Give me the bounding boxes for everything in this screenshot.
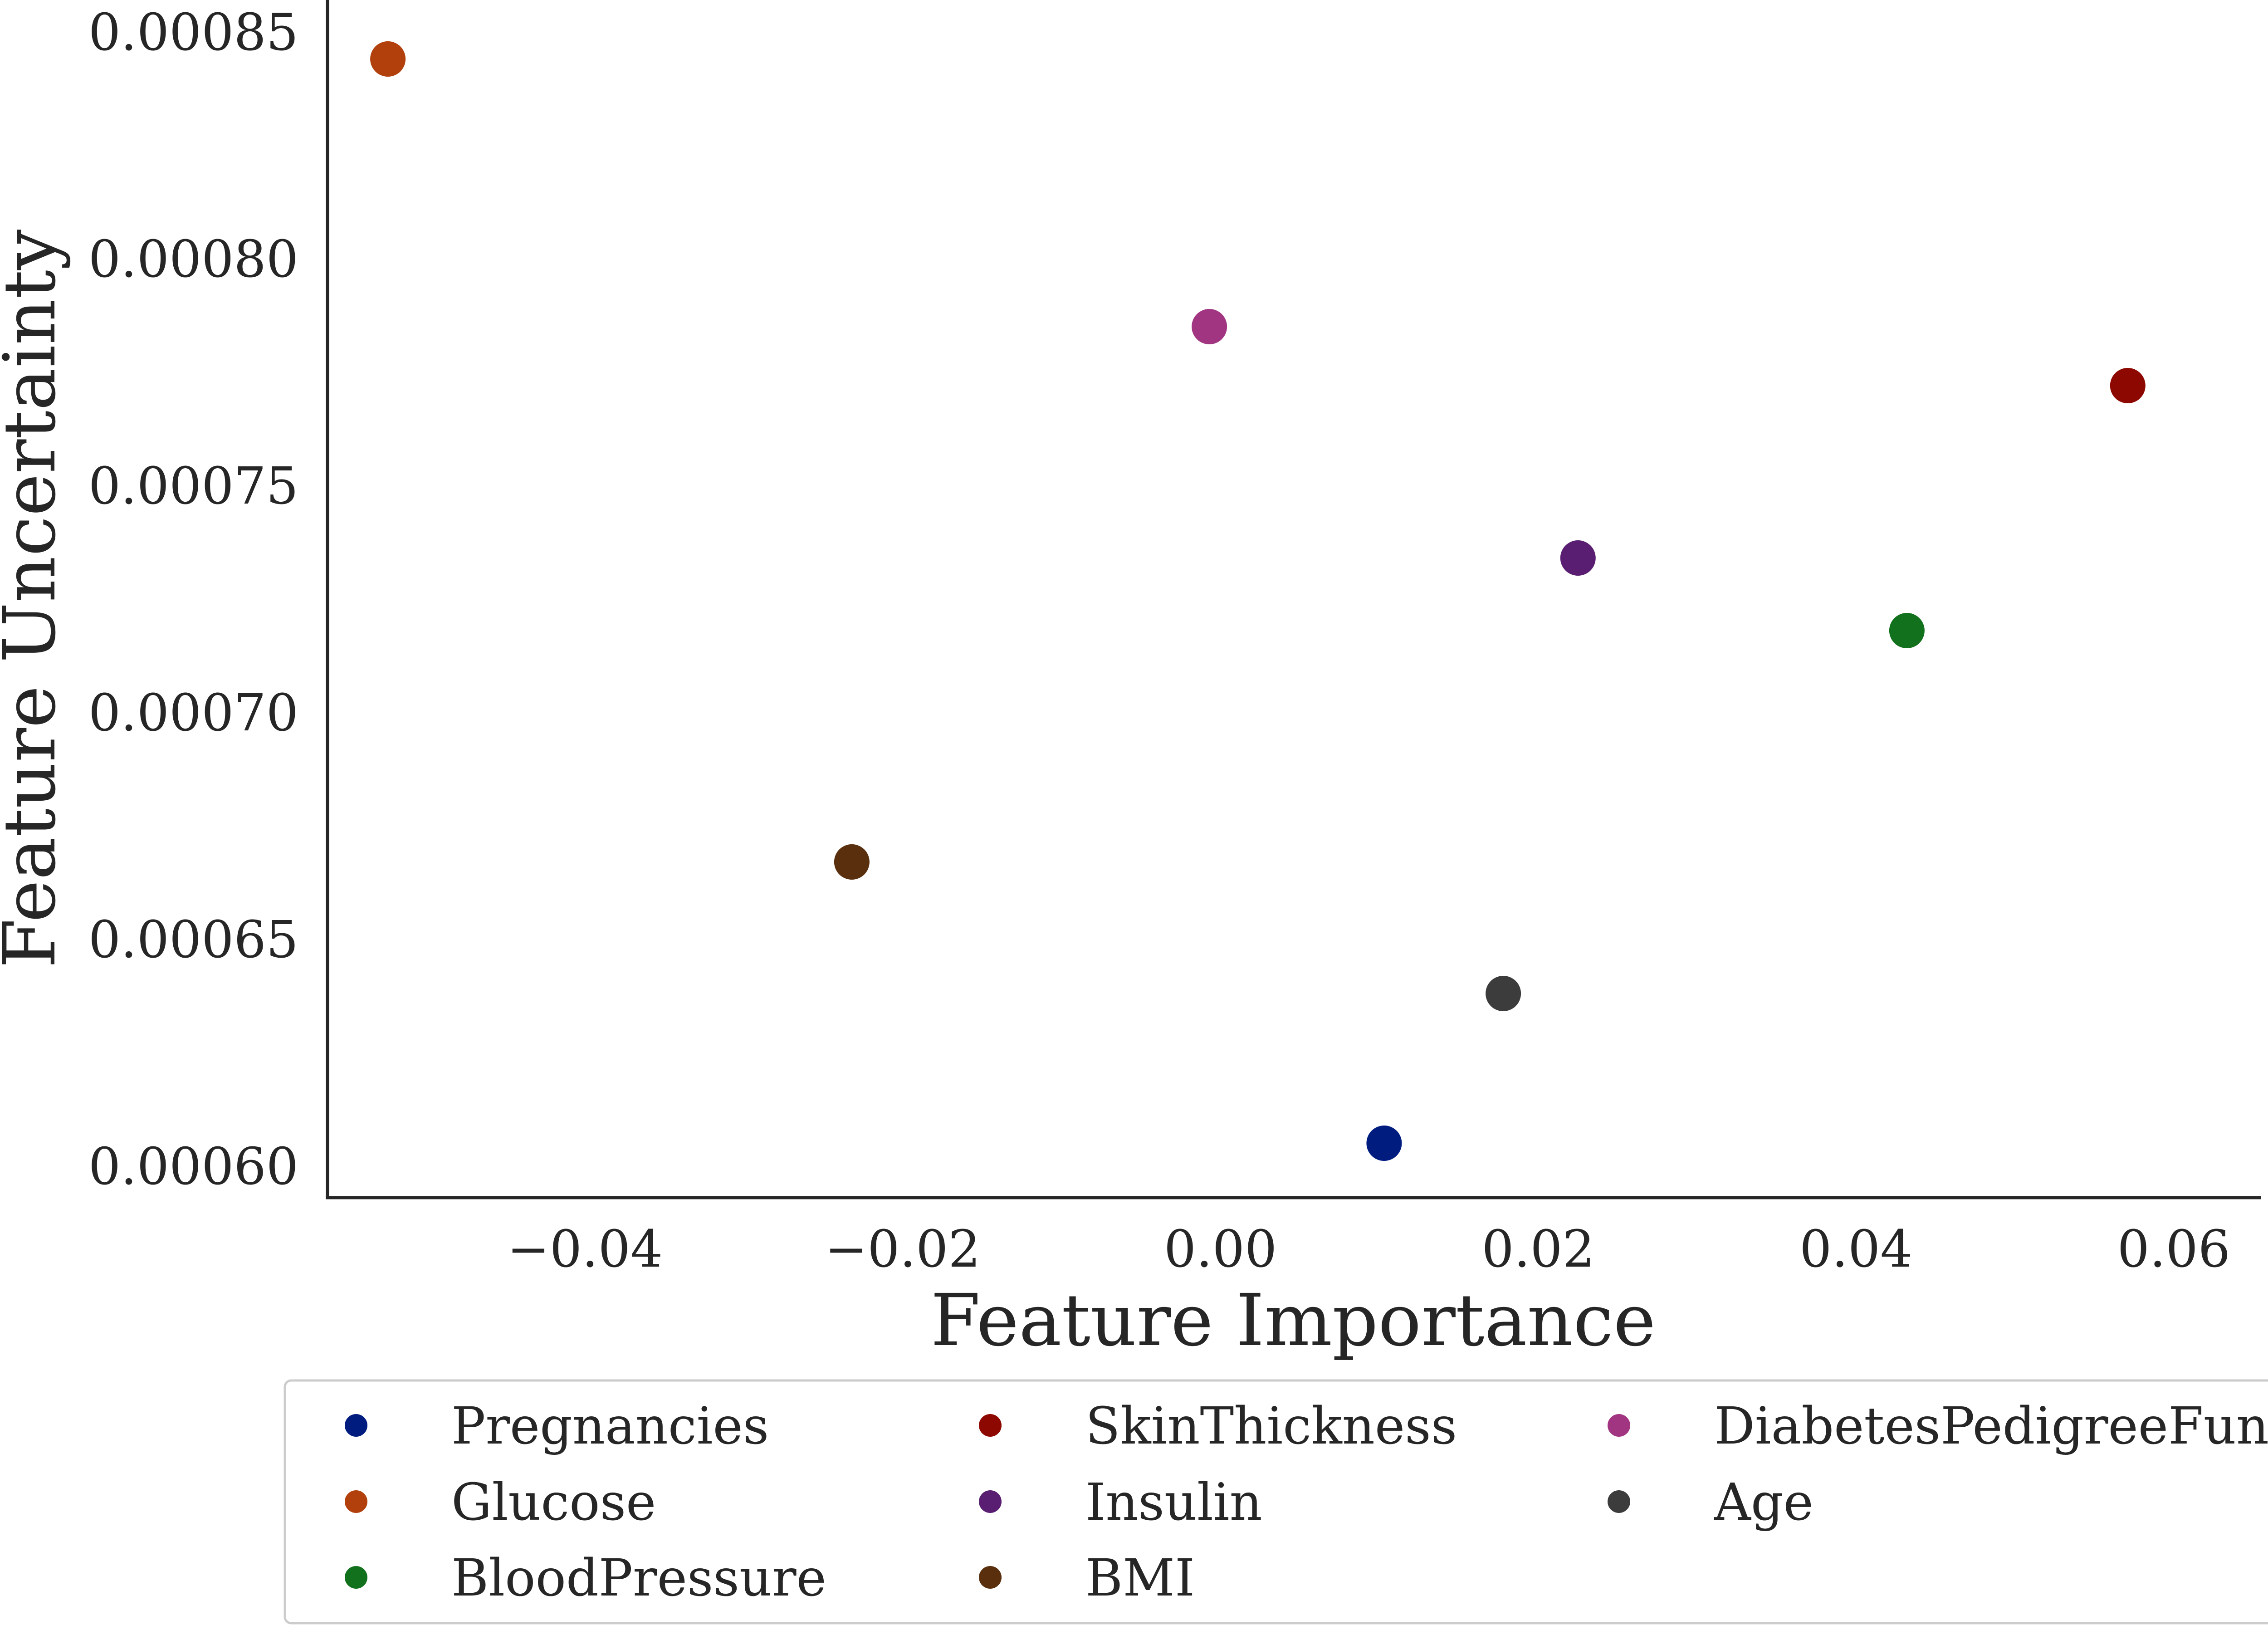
y-tick-label: 0.00080 (88, 230, 298, 289)
legend-marker-insulin (979, 1490, 1002, 1513)
x-tick-label: 0.00 (1164, 1220, 1277, 1279)
legend-label-bmi: BMI (1085, 1549, 1195, 1608)
legend-marker-diabetespedigreefunc (1608, 1414, 1630, 1437)
legend-marker-bmi (979, 1566, 1002, 1589)
scatter-chart: −0.04 −0.02 0.00 0.02 0.04 0.06 0.00060 0.0006… (0, 0, 2268, 1625)
data-point-pregnancies (1365, 1125, 1403, 1162)
data-point-age (1485, 975, 1522, 1012)
data-point-diabetespedigreefunc (1191, 308, 1228, 345)
data-point-bloodpressure (1888, 612, 1926, 649)
legend-marker-pregnancies (345, 1414, 367, 1437)
data-point-glucose (369, 40, 406, 78)
legend-label-age: Age (1714, 1473, 1813, 1532)
data-point-bmi (833, 843, 870, 881)
y-axis-title: Feature Uncertainty (0, 230, 72, 968)
legend-label-bloodpressure: BloodPressure (451, 1549, 826, 1608)
x-tick-label: −0.02 (825, 1220, 980, 1279)
legend-label-skinthickness: SkinThickness (1085, 1397, 1457, 1456)
data-point-insulin (1559, 539, 1597, 577)
y-tick-label: 0.00065 (88, 910, 298, 969)
y-tick-label: 0.00070 (88, 684, 298, 743)
y-tick-label: 0.00075 (88, 457, 298, 516)
x-axis-title: Feature Importance (931, 1279, 1656, 1362)
legend-label-pregnancies: Pregnancies (451, 1397, 769, 1456)
legend-marker-bloodpressure (345, 1566, 367, 1589)
legend-marker-skinthickness (979, 1414, 1002, 1437)
x-tick-label: 0.04 (1799, 1220, 1912, 1279)
data-point-skinthickness (2109, 367, 2146, 404)
legend-label-insulin: Insulin (1085, 1473, 1262, 1532)
x-tick-label: 0.02 (1482, 1220, 1595, 1279)
legend-marker-age (1608, 1490, 1630, 1513)
legend: Pregnancies Glucose BloodPressure SkinThick… (285, 1380, 2268, 1623)
legend-marker-glucose (345, 1490, 367, 1513)
legend-label-glucose: Glucose (451, 1473, 656, 1532)
y-tick-label: 0.00085 (88, 3, 298, 62)
y-tick-label: 0.00060 (88, 1137, 298, 1196)
x-tick-label: −0.04 (507, 1220, 663, 1279)
x-tick-label: 0.06 (2117, 1220, 2230, 1279)
legend-label-diabetespedigreefunc: DiabetesPedigreeFunc (1714, 1397, 2268, 1456)
